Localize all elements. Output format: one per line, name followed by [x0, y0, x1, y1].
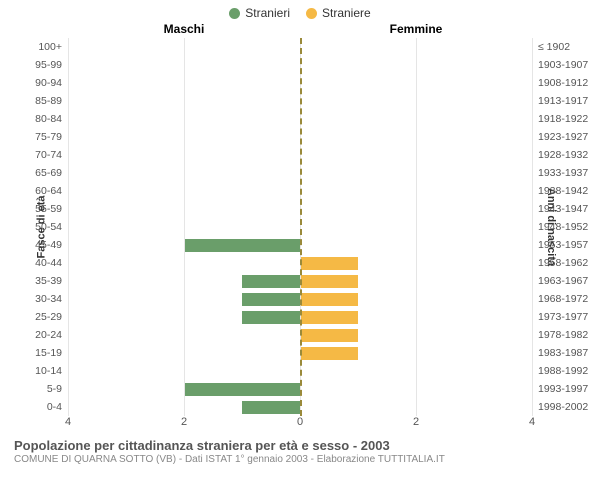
age-label: 20-24: [35, 329, 68, 341]
birth-label: 1933-1937: [532, 167, 588, 179]
birth-label: 1998-2002: [532, 401, 588, 413]
bar-male: [242, 275, 300, 288]
birth-label: 1978-1982: [532, 329, 588, 341]
x-tick-label: 0: [297, 416, 303, 428]
age-label: 30-34: [35, 293, 68, 305]
bar-male: [184, 239, 300, 252]
gridline: [68, 38, 69, 416]
birth-label: ≤ 1902: [532, 41, 570, 53]
birth-label: 1973-1977: [532, 311, 588, 323]
x-tick-label: 2: [181, 416, 187, 428]
chart-plot-area: Fasce di età Anni di nascita 100+≤ 19029…: [68, 38, 532, 416]
birth-label: 1953-1957: [532, 239, 588, 251]
age-label: 15-19: [35, 347, 68, 359]
age-label: 10-14: [35, 365, 68, 377]
legend-item-female: Straniere: [306, 6, 371, 20]
age-label: 55-59: [35, 203, 68, 215]
birth-label: 1948-1952: [532, 221, 588, 233]
column-headers: Maschi Femmine: [0, 22, 600, 38]
birth-label: 1938-1942: [532, 185, 588, 197]
legend-label-female: Straniere: [322, 6, 371, 20]
age-label: 60-64: [35, 185, 68, 197]
birth-label: 1913-1917: [532, 95, 588, 107]
age-label: 65-69: [35, 167, 68, 179]
column-header-right: Femmine: [300, 22, 532, 36]
x-tick-label: 2: [413, 416, 419, 428]
age-label: 45-49: [35, 239, 68, 251]
age-label: 90-94: [35, 77, 68, 89]
gridline: [416, 38, 417, 416]
legend-swatch-male: [229, 8, 240, 19]
birth-label: 1903-1907: [532, 59, 588, 71]
legend-label-male: Stranieri: [245, 6, 290, 20]
birth-label: 1968-1972: [532, 293, 588, 305]
x-axis: 4 2 0 2 4: [68, 416, 532, 432]
chart-footer: Popolazione per cittadinanza straniera p…: [0, 432, 600, 465]
birth-label: 1908-1912: [532, 77, 588, 89]
birth-label: 1993-1997: [532, 383, 588, 395]
birth-label: 1918-1922: [532, 113, 588, 125]
bar-male: [184, 383, 300, 396]
bar-female: [300, 293, 358, 306]
chart-subtitle: COMUNE DI QUARNA SOTTO (VB) - Dati ISTAT…: [14, 454, 590, 465]
birth-label: 1928-1932: [532, 149, 588, 161]
age-label: 80-84: [35, 113, 68, 125]
legend-item-male: Stranieri: [229, 6, 290, 20]
bar-female: [300, 311, 358, 324]
age-label: 35-39: [35, 275, 68, 287]
bar-male: [242, 401, 300, 414]
column-header-left: Maschi: [68, 22, 300, 36]
birth-label: 1988-1992: [532, 365, 588, 377]
age-label: 75-79: [35, 131, 68, 143]
bar-male: [242, 311, 300, 324]
chart: Fasce di età Anni di nascita 100+≤ 19029…: [0, 38, 600, 432]
center-line: [300, 38, 302, 416]
age-label: 40-44: [35, 257, 68, 269]
legend-swatch-female: [306, 8, 317, 19]
birth-label: 1943-1947: [532, 203, 588, 215]
chart-title: Popolazione per cittadinanza straniera p…: [14, 438, 590, 453]
age-label: 25-29: [35, 311, 68, 323]
bar-female: [300, 329, 358, 342]
age-label: 85-89: [35, 95, 68, 107]
bar-male: [242, 293, 300, 306]
birth-label: 1923-1927: [532, 131, 588, 143]
x-tick-label: 4: [65, 416, 71, 428]
age-label: 100+: [38, 41, 68, 53]
gridline: [532, 38, 533, 416]
age-label: 0-4: [47, 401, 68, 413]
bar-female: [300, 275, 358, 288]
birth-label: 1963-1967: [532, 275, 588, 287]
x-tick-label: 4: [529, 416, 535, 428]
legend: Stranieri Straniere: [0, 0, 600, 22]
age-label: 5-9: [47, 383, 68, 395]
birth-label: 1983-1987: [532, 347, 588, 359]
age-label: 50-54: [35, 221, 68, 233]
age-label: 95-99: [35, 59, 68, 71]
bar-female: [300, 257, 358, 270]
bar-female: [300, 347, 358, 360]
birth-label: 1958-1962: [532, 257, 588, 269]
age-label: 70-74: [35, 149, 68, 161]
gridline: [184, 38, 185, 416]
